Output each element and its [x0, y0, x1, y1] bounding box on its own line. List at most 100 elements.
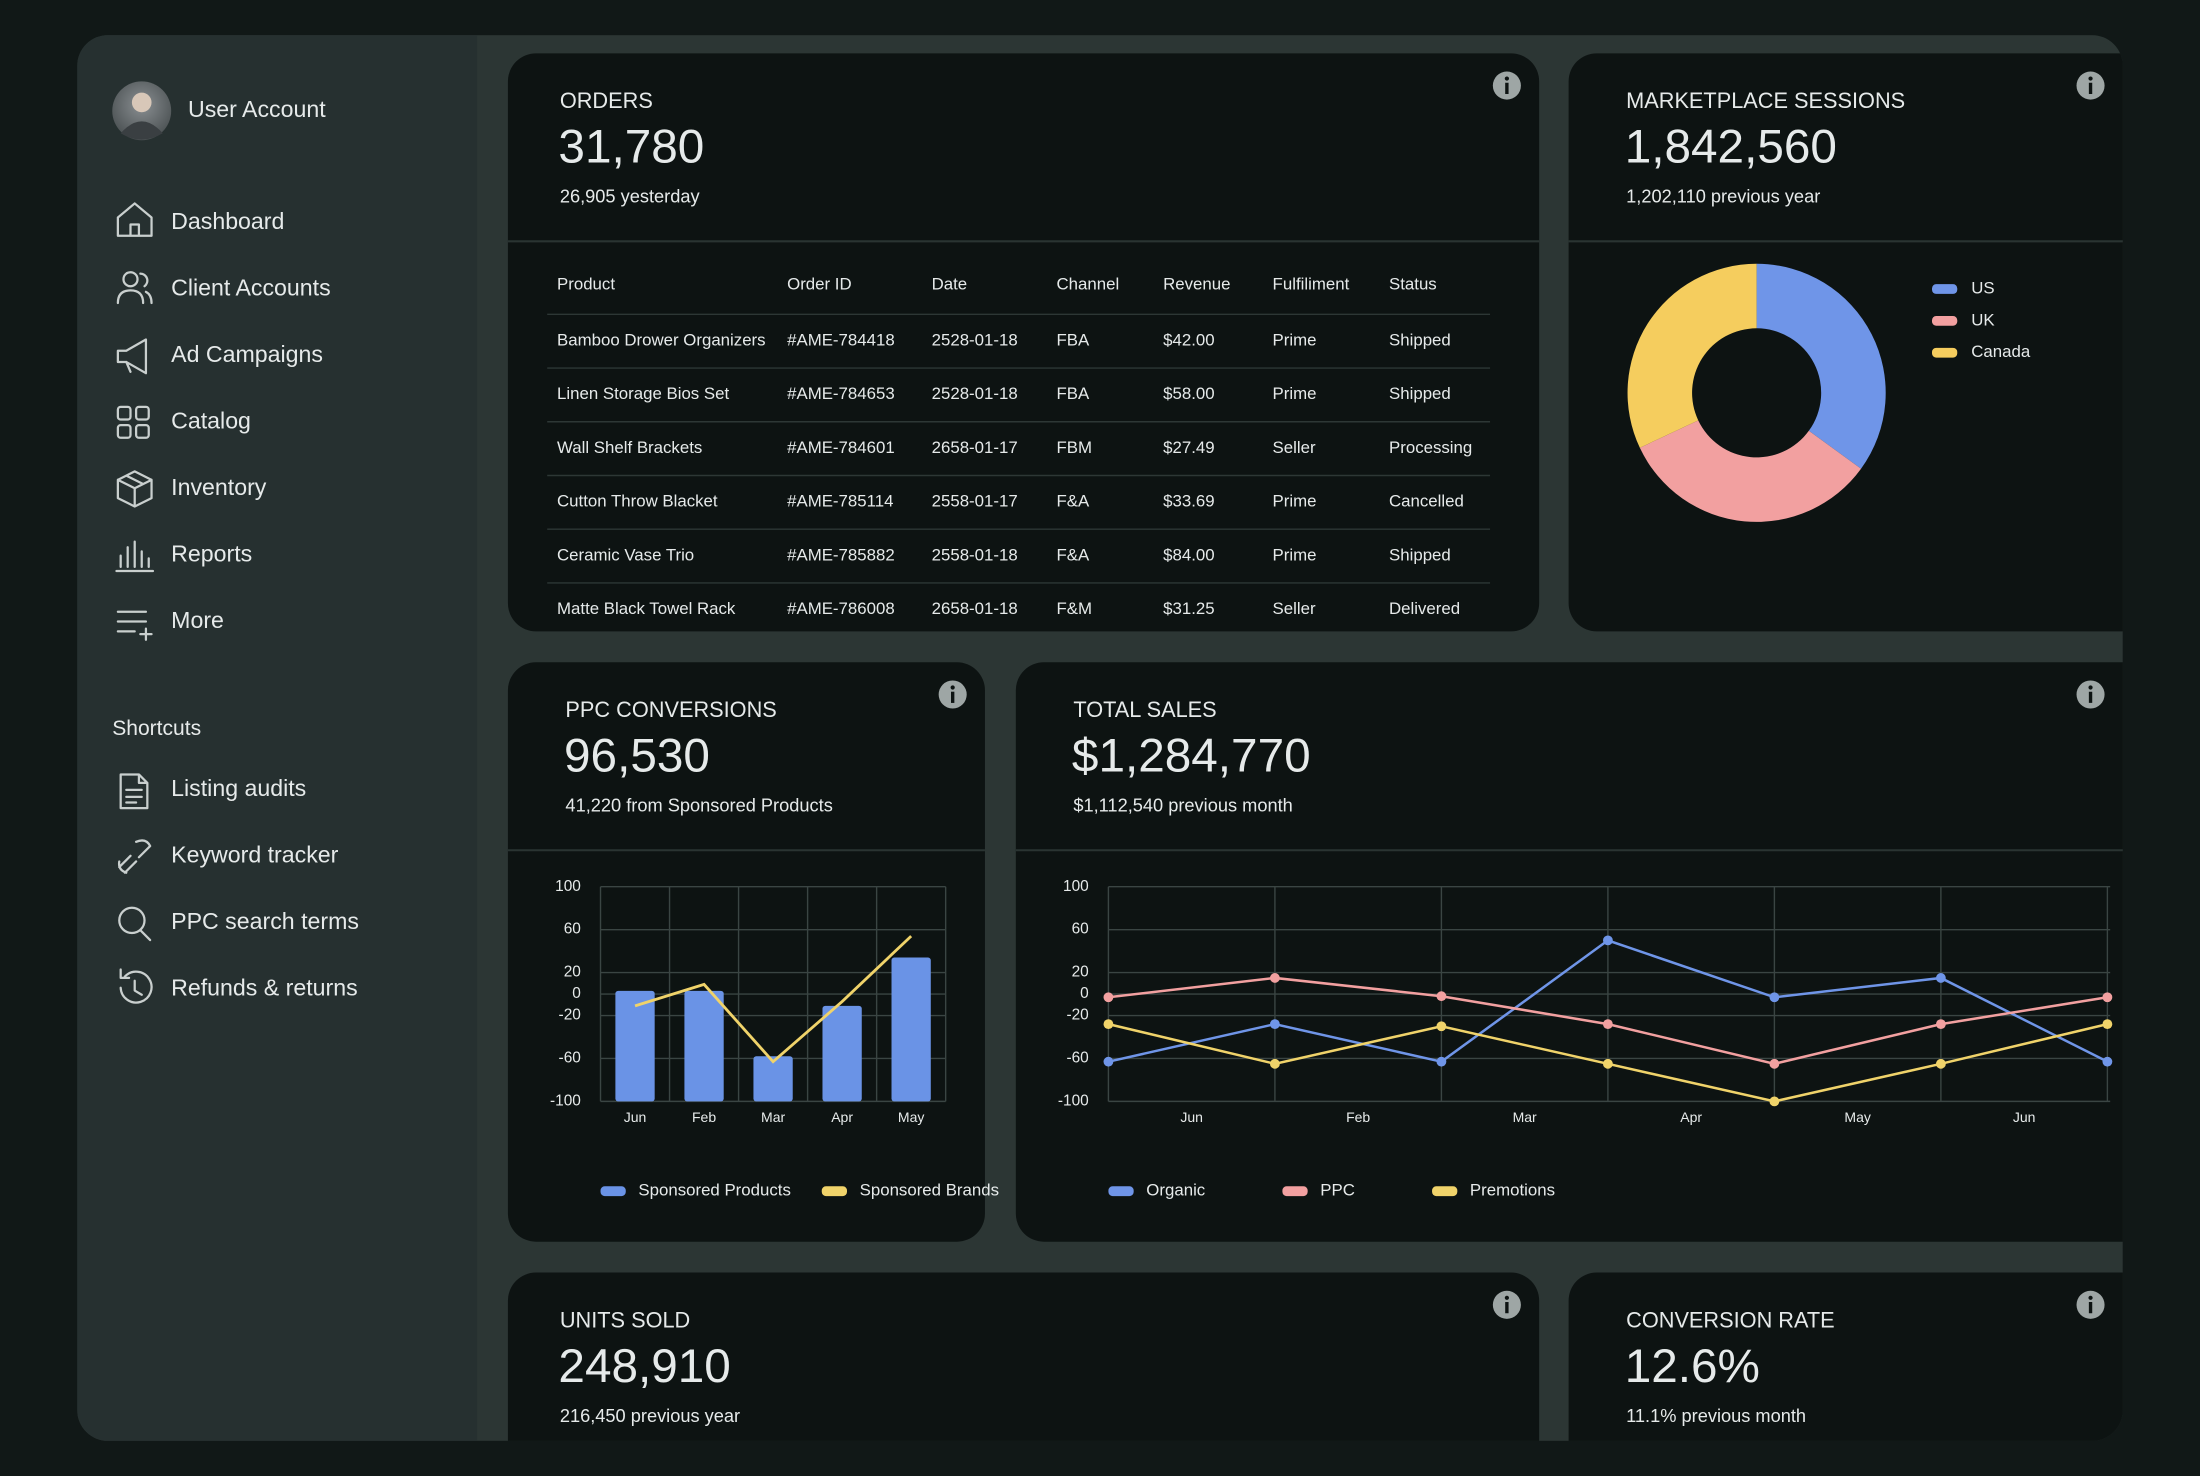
avatar[interactable] [112, 81, 172, 141]
nav-item[interactable]: Catalog [171, 408, 251, 434]
y-tick-label: 60 [564, 921, 581, 938]
y-tick-label: 100 [1063, 878, 1089, 895]
info-icon[interactable] [2076, 1290, 2105, 1319]
y-tick-label: -60 [559, 1050, 581, 1067]
table-cell: F&A [1057, 492, 1091, 511]
line [634, 935, 913, 1064]
nav-item[interactable]: Inventory [171, 474, 267, 500]
x-tick-label: Apr [831, 1109, 853, 1125]
table-cell: 2558-01-17 [932, 492, 1018, 511]
bar [684, 990, 724, 1102]
table-cell: 2528-01-18 [932, 384, 1018, 403]
shortcut-item[interactable]: Listing audits [171, 775, 306, 801]
point [2102, 1019, 2113, 1030]
shortcut-item[interactable]: Refunds & returns [171, 975, 358, 1001]
y-tick-label: -60 [1066, 1050, 1088, 1067]
card-subtitle: 1,202,110 previous year [1626, 186, 1820, 207]
x-tick-label: May [1844, 1109, 1870, 1125]
table-cell: F&M [1057, 599, 1093, 618]
table-cell: FBA [1057, 330, 1091, 349]
point [1602, 1019, 1613, 1030]
table-cell: Ceramic Vase Trio [557, 545, 694, 564]
shortcut-item[interactable]: Keyword tracker [171, 842, 338, 868]
table-cell: 2528-01-18 [932, 330, 1018, 349]
table-cell: Wall Shelf Brackets [557, 438, 702, 457]
table-header: Date [932, 274, 968, 293]
shortcuts-heading: Shortcuts [112, 717, 201, 740]
point [1769, 992, 1780, 1003]
legend-label: US [1971, 278, 1994, 297]
table-cell: 2658-01-17 [932, 438, 1018, 457]
x-tick-label: May [898, 1109, 924, 1125]
table-cell: 2558-01-18 [932, 545, 1018, 564]
table-cell: FBM [1057, 438, 1093, 457]
point [1270, 973, 1280, 983]
info-icon-dot [2088, 685, 2093, 690]
table-cell: FBA [1057, 384, 1091, 403]
card-value: 248,910 [558, 1340, 730, 1393]
card [507, 1272, 1540, 1441]
donut-segment [1627, 263, 1757, 448]
y-tick-label: 60 [1072, 921, 1089, 938]
card-title: UNITS SOLD [560, 1307, 690, 1332]
x-tick-label: Feb [1346, 1109, 1370, 1125]
y-tick-label: 0 [572, 985, 581, 1002]
main: ORDERS 31,780 26,905 yesterday MARKETPLACE … [507, 53, 2123, 1441]
table-cell: #AME-784418 [787, 330, 895, 349]
legend-label: Canada [1971, 342, 2031, 361]
bar [822, 1005, 862, 1102]
point [1602, 1058, 1613, 1069]
table-cell: Seller [1273, 438, 1316, 457]
info-icon-dot [1504, 1295, 1509, 1300]
card-subtitle: $1,112,540 previous month [1073, 795, 1292, 816]
user-name[interactable]: User Account [188, 96, 326, 122]
nav-icons [115, 202, 155, 1004]
table-cell: Shipped [1389, 384, 1451, 403]
point [1935, 1019, 1946, 1030]
legend-swatch [1932, 315, 1958, 326]
donut-segment [1639, 420, 1862, 522]
table-cell: Shipped [1389, 330, 1451, 349]
nav-item[interactable]: More [171, 607, 224, 633]
table-cell: Prime [1273, 545, 1317, 564]
card-title: PPC CONVERSIONS [565, 697, 776, 722]
nav-item[interactable]: Client Accounts [171, 275, 330, 301]
sidebar [77, 35, 478, 1441]
y-tick-label: -100 [550, 1092, 581, 1109]
legend-label: Premotions [1470, 1181, 1555, 1200]
card-value: 1,842,560 [1625, 121, 1837, 174]
table-header: Product [557, 274, 615, 293]
legend-label: UK [1971, 310, 1995, 329]
donut-segment [1756, 263, 1886, 469]
info-icon-dot [950, 685, 955, 690]
x-tick-label: Feb [692, 1109, 716, 1125]
table-cell: #AME-786008 [787, 599, 895, 618]
y-tick-label: 0 [1080, 985, 1089, 1002]
table-header: Order ID [787, 274, 852, 293]
legend-swatch [1282, 1186, 1308, 1197]
point [1103, 1056, 1114, 1067]
shortcut-item[interactable]: PPC search terms [171, 908, 359, 934]
info-icon[interactable] [938, 680, 967, 709]
point [1769, 1058, 1780, 1069]
nav-item[interactable]: Dashboard [171, 208, 284, 234]
info-icon[interactable] [1492, 71, 1521, 100]
point [2102, 992, 2113, 1003]
y-tick-label: -20 [1066, 1007, 1088, 1024]
nav-item[interactable]: Ad Campaigns [171, 341, 323, 367]
point [1935, 1058, 1946, 1069]
card [507, 53, 1540, 632]
legend-swatch [1108, 1186, 1134, 1197]
card-subtitle: 26,905 yesterday [560, 186, 701, 207]
table-cell: Prime [1273, 492, 1317, 511]
legend-label: Sponsored Brands [860, 1181, 999, 1200]
legend-swatch [600, 1186, 626, 1197]
info-icon[interactable] [2076, 71, 2105, 100]
info-icon-dot [2088, 1295, 2093, 1300]
y-tick-label: -100 [1058, 1092, 1089, 1109]
point [1436, 1056, 1447, 1067]
info-icon[interactable] [2076, 680, 2105, 709]
y-tick-label: 100 [555, 878, 581, 895]
info-icon[interactable] [1492, 1290, 1521, 1319]
nav-item[interactable]: Reports [171, 541, 252, 567]
